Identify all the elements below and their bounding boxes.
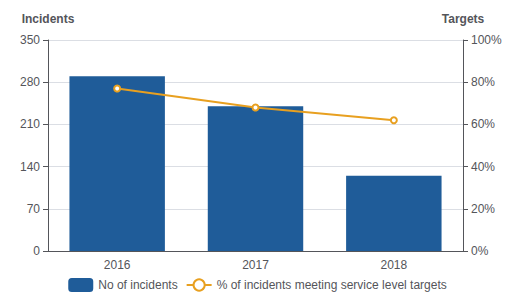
svg-text:40%: 40% [471,160,495,174]
svg-text:210: 210 [20,117,40,131]
svg-text:2018: 2018 [380,258,407,272]
svg-text:Targets: Targets [442,12,485,26]
svg-text:No of incidents: No of incidents [98,278,177,292]
svg-text:2017: 2017 [242,258,269,272]
svg-text:140: 140 [20,160,40,174]
svg-text:280: 280 [20,75,40,89]
svg-text:2016: 2016 [104,258,131,272]
svg-text:Incidents: Incidents [22,12,75,26]
svg-text:100%: 100% [471,33,502,47]
svg-text:20%: 20% [471,202,495,216]
svg-text:% of incidents meeting service: % of incidents meeting service level tar… [217,278,447,292]
svg-text:350: 350 [20,33,40,47]
svg-text:60%: 60% [471,117,495,131]
svg-text:0: 0 [33,244,40,258]
svg-text:0%: 0% [471,244,489,258]
svg-text:70: 70 [27,202,41,216]
svg-text:80%: 80% [471,75,495,89]
